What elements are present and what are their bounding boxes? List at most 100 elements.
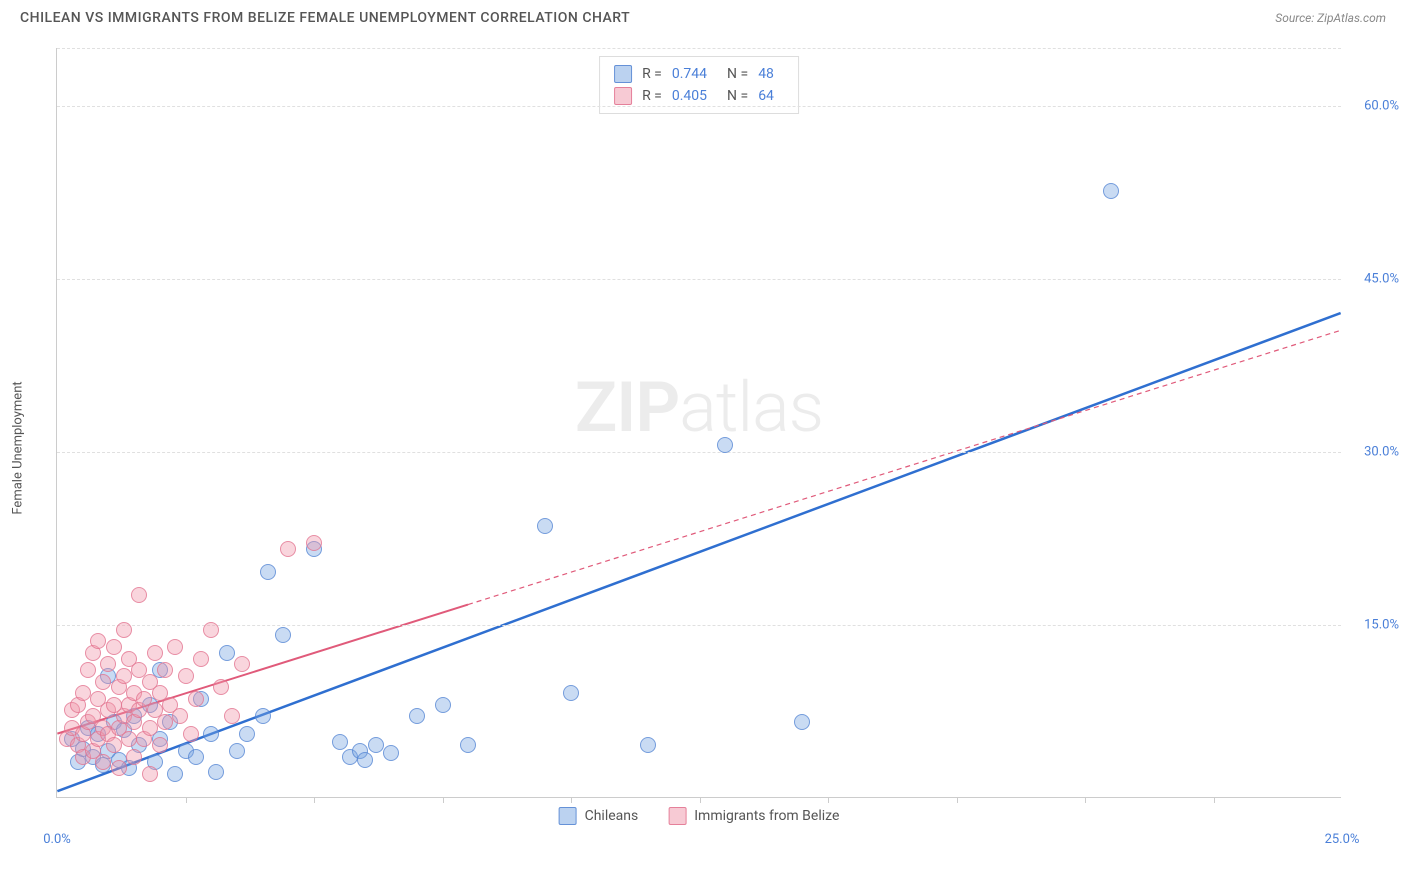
stat-label: N =: [727, 88, 748, 104]
plot-area: ZIPatlas R =0.744N =48R =0.405N =64 Chil…: [56, 48, 1341, 798]
data-point: [126, 749, 142, 765]
y-tick-label: 30.0%: [1349, 444, 1399, 459]
data-point: [234, 656, 250, 672]
data-point: [178, 668, 194, 684]
legend-stat-row: R = 0.405 N = 64: [614, 85, 784, 107]
data-point: [794, 714, 810, 730]
data-point: [106, 639, 122, 655]
data-point: [368, 737, 384, 753]
x-tick: [1214, 797, 1215, 803]
data-point: [203, 726, 219, 742]
x-tick: [828, 797, 829, 803]
x-tick: [186, 797, 187, 803]
y-tick-label: 45.0%: [1349, 271, 1399, 286]
data-point: [280, 541, 296, 557]
data-point: [95, 754, 111, 770]
x-tick: [443, 797, 444, 803]
legend-item: Chileans: [559, 807, 639, 825]
watermark: ZIPatlas: [575, 367, 823, 449]
x-tick: [957, 797, 958, 803]
x-tick: [700, 797, 701, 803]
legend-swatch: [668, 807, 686, 825]
data-point: [229, 743, 245, 759]
data-point: [208, 764, 224, 780]
x-tick: [571, 797, 572, 803]
stat-label: N =: [727, 66, 748, 82]
data-point: [1103, 183, 1119, 199]
data-point: [275, 627, 291, 643]
data-point: [75, 685, 91, 701]
data-point: [260, 564, 276, 580]
stat-value: 0.405: [672, 88, 707, 104]
stat-value: 48: [758, 66, 774, 82]
data-point: [90, 633, 106, 649]
data-point: [116, 622, 132, 638]
data-point: [183, 726, 199, 742]
gridline: [57, 625, 1341, 626]
source-attribution: Source: ZipAtlas.com: [1275, 11, 1386, 25]
data-point: [640, 737, 656, 753]
data-point: [167, 639, 183, 655]
data-point: [332, 734, 348, 750]
data-point: [111, 760, 127, 776]
legend-item: Immigrants from Belize: [668, 807, 839, 825]
gridline: [57, 106, 1341, 107]
legend-swatch: [614, 65, 632, 83]
data-point: [167, 766, 183, 782]
gridline: [57, 452, 1341, 453]
x-tick: [1085, 797, 1086, 803]
data-point: [409, 708, 425, 724]
legend-series: Chileans Immigrants from Belize: [559, 807, 840, 825]
data-point: [224, 708, 240, 724]
data-point: [383, 745, 399, 761]
y-tick-label: 15.0%: [1349, 617, 1399, 632]
data-point: [357, 752, 373, 768]
data-point: [131, 587, 147, 603]
data-point: [213, 679, 229, 695]
data-point: [95, 674, 111, 690]
data-point: [203, 622, 219, 638]
data-point: [193, 651, 209, 667]
data-point: [100, 656, 116, 672]
data-point: [157, 714, 173, 730]
legend-stat-row: R = 0.744 N = 48: [614, 63, 784, 85]
data-point: [460, 737, 476, 753]
legend-swatch: [614, 87, 632, 105]
x-tick: [314, 797, 315, 803]
x-tick-label: 25.0%: [1325, 832, 1360, 847]
stat-value: 0.744: [672, 66, 707, 82]
stat-label: R =: [642, 88, 662, 104]
stat-label: R =: [642, 66, 662, 82]
data-point: [152, 737, 168, 753]
trend-lines: [57, 48, 1341, 797]
data-point: [106, 737, 122, 753]
data-point: [80, 662, 96, 678]
stat-value: 64: [758, 88, 774, 104]
y-axis-label: Female Unemployment: [11, 381, 26, 514]
data-point: [157, 662, 173, 678]
data-point: [188, 691, 204, 707]
data-point: [306, 535, 322, 551]
data-point: [116, 668, 132, 684]
data-point: [717, 437, 733, 453]
chart-container: Female Unemployment ZIPatlas R =0.744N =…: [56, 48, 1386, 848]
legend-label: Chileans: [585, 808, 639, 824]
data-point: [255, 708, 271, 724]
data-point: [188, 749, 204, 765]
data-point: [239, 726, 255, 742]
legend-label: Immigrants from Belize: [694, 808, 839, 824]
gridline: [57, 279, 1341, 280]
data-point: [142, 766, 158, 782]
data-point: [147, 645, 163, 661]
legend-swatch: [559, 807, 577, 825]
x-tick-label: 0.0%: [43, 832, 71, 847]
data-point: [121, 731, 137, 747]
data-point: [563, 685, 579, 701]
data-point: [537, 518, 553, 534]
gridline: [57, 48, 1341, 49]
data-point: [435, 697, 451, 713]
data-point: [142, 720, 158, 736]
data-point: [219, 645, 235, 661]
chart-title: CHILEAN VS IMMIGRANTS FROM BELIZE FEMALE…: [20, 10, 630, 26]
y-tick-label: 60.0%: [1349, 98, 1399, 113]
